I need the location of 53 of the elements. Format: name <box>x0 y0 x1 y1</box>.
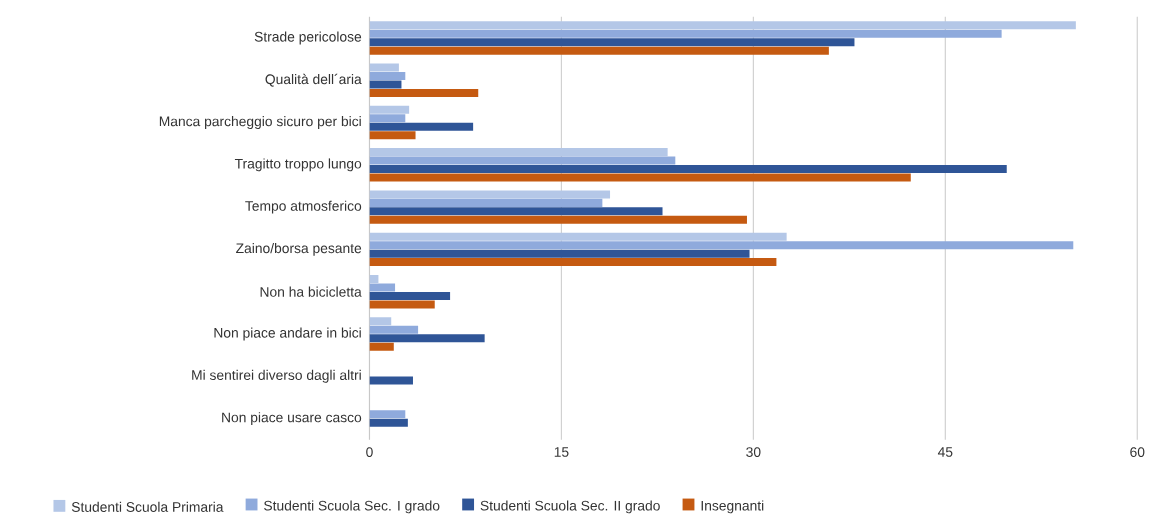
bar <box>369 249 750 258</box>
x-tick-label: 30 <box>746 447 761 458</box>
x-tick-label: 45 <box>937 447 953 457</box>
bar <box>369 131 416 140</box>
bar <box>369 300 435 309</box>
bar <box>369 317 392 326</box>
bar <box>369 190 611 199</box>
bar <box>369 21 1076 30</box>
bar <box>369 173 911 182</box>
bar <box>369 46 829 55</box>
y-tick-label: Tempo atmosferico <box>245 200 362 214</box>
bar <box>369 114 406 123</box>
bar <box>369 410 406 419</box>
bar <box>369 376 413 385</box>
bar <box>369 199 603 208</box>
bar <box>369 165 1007 174</box>
y-tick-label: Zaino/borsa pesante <box>236 243 362 256</box>
y-tick-label: Tragitto troppo lungo <box>234 158 362 172</box>
bar <box>369 215 747 224</box>
bar <box>369 283 396 292</box>
bar <box>369 418 408 427</box>
bar <box>369 325 419 334</box>
legend-label: Insegnanti <box>701 500 764 514</box>
y-tick-label: Qualità dell´aria <box>265 73 362 87</box>
bar <box>369 342 394 351</box>
bar <box>369 232 787 241</box>
bar <box>369 29 1002 38</box>
x-tick-label: 15 <box>554 447 569 457</box>
x-tick-label: 0 <box>366 447 373 458</box>
legend-label: Studenti Scuola Sec. I grado <box>264 500 440 514</box>
y-tick-label: Non piace andare in bici <box>214 327 361 341</box>
y-tick-label: Manca parcheggio sicuro per bici <box>159 116 361 130</box>
bar <box>369 207 663 216</box>
y-tick-label: Non ha bicicletta <box>260 286 362 297</box>
bar <box>369 241 1074 250</box>
bar <box>369 292 451 301</box>
bar <box>369 63 399 72</box>
y-tick-label: Mi sentirei diverso dagli altri <box>192 369 361 383</box>
bar <box>369 72 406 81</box>
bar <box>369 148 668 157</box>
x-tick-label: 60 <box>1130 447 1145 458</box>
bar <box>369 334 485 343</box>
bar <box>369 258 777 267</box>
legend-label: Studenti Scuola Sec. II grado <box>480 500 660 514</box>
bar <box>369 156 676 165</box>
bar <box>369 38 855 47</box>
bar <box>369 80 402 89</box>
bar <box>369 122 474 131</box>
y-tick-label: Strade pericolose <box>254 31 362 45</box>
legend-label: Studenti Scuola Primaria <box>71 501 224 513</box>
y-tick-label: Non piace usare casco <box>222 412 362 426</box>
bar <box>369 89 479 98</box>
bar <box>369 105 410 115</box>
